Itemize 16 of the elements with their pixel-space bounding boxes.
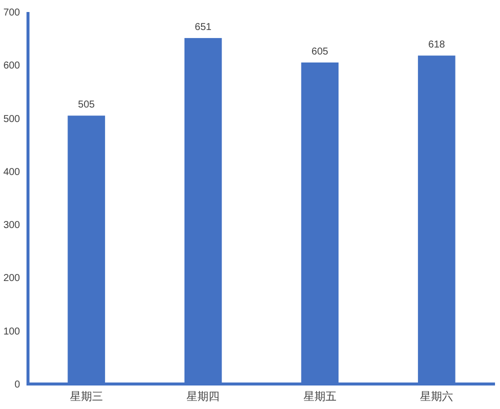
- y-tick-label: 200: [3, 273, 20, 284]
- y-tick-label: 600: [3, 60, 20, 72]
- y-tick-label: 500: [3, 114, 20, 125]
- y-tick-label: 700: [3, 8, 20, 18]
- y-tick-label: 300: [3, 220, 20, 232]
- y-tick-label: 400: [3, 166, 20, 178]
- data-label: 505: [78, 100, 96, 111]
- data-label: 605: [312, 46, 329, 58]
- y-tick-label: 0: [14, 380, 20, 390]
- x-tick-label: 星期五: [303, 391, 336, 403]
- data-label: 618: [428, 40, 446, 51]
- x-tick-label: 星期六: [420, 390, 454, 403]
- y-tick-label: 100: [3, 326, 20, 338]
- x-tick-label: 星期三: [70, 391, 103, 403]
- data-label: 651: [194, 22, 212, 34]
- x-tick-label: 星期四: [186, 391, 220, 403]
